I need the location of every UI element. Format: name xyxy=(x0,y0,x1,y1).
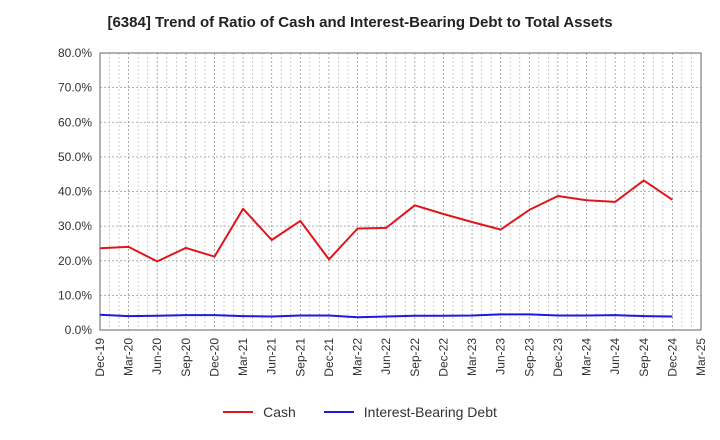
x-tick-label: Sep-20 xyxy=(179,338,193,377)
y-tick-label: 10.0% xyxy=(58,288,92,302)
x-tick-label: Dec-23 xyxy=(551,338,565,377)
x-tick-label: Mar-20 xyxy=(122,338,136,376)
x-tick-label: Jun-20 xyxy=(150,338,164,375)
legend-item-cash: Cash xyxy=(223,404,296,420)
x-tick-label: Mar-22 xyxy=(351,338,365,376)
x-tick-label: Mar-24 xyxy=(580,338,594,376)
x-tick-label: Mar-23 xyxy=(465,338,479,376)
x-tick-label: Sep-23 xyxy=(522,338,536,377)
x-tick-label: Sep-22 xyxy=(408,338,422,377)
x-tick-label: Dec-21 xyxy=(322,338,336,377)
y-tick-label: 80.0% xyxy=(58,46,92,60)
x-tick-label: Jun-24 xyxy=(608,338,622,375)
y-tick-label: 0.0% xyxy=(65,323,93,337)
legend-item-interest-bearing-debt: Interest-Bearing Debt xyxy=(323,404,497,420)
legend: Cash Interest-Bearing Debt xyxy=(0,404,720,420)
y-tick-label: 30.0% xyxy=(58,219,92,233)
series-line-interest-bearing-debt xyxy=(99,313,673,319)
legend-swatch-cash xyxy=(223,411,254,413)
y-tick-label: 70.0% xyxy=(58,81,92,95)
x-tick-label: Dec-19 xyxy=(93,338,107,377)
x-tick-label: Sep-21 xyxy=(293,338,307,377)
legend-label-interest-bearing-debt: Interest-Bearing Debt xyxy=(363,404,497,420)
x-tick-label: Dec-20 xyxy=(207,338,221,377)
legend-label-cash: Cash xyxy=(263,404,296,420)
x-tick-label: Mar-21 xyxy=(236,338,250,376)
x-tick-label: Dec-24 xyxy=(665,338,679,377)
x-tick-label: Jun-22 xyxy=(379,338,393,375)
x-tick-label: Mar-25 xyxy=(694,338,708,376)
series-line-cash xyxy=(99,179,673,263)
x-tick-label: Jun-23 xyxy=(494,338,508,375)
legend-swatch-interest-bearing-debt xyxy=(323,411,354,413)
plot-frame xyxy=(99,52,702,331)
y-tick-label: 50.0% xyxy=(58,150,92,164)
y-tick-label: 40.0% xyxy=(58,185,92,199)
y-tick-label: 20.0% xyxy=(58,254,92,268)
x-tick-label: Dec-22 xyxy=(436,338,450,377)
x-tick-label: Sep-24 xyxy=(637,338,651,377)
y-tick-label: 60.0% xyxy=(58,115,92,129)
x-tick-label: Jun-21 xyxy=(265,338,279,375)
chart-title: [6384] Trend of Ratio of Cash and Intere… xyxy=(107,14,613,31)
